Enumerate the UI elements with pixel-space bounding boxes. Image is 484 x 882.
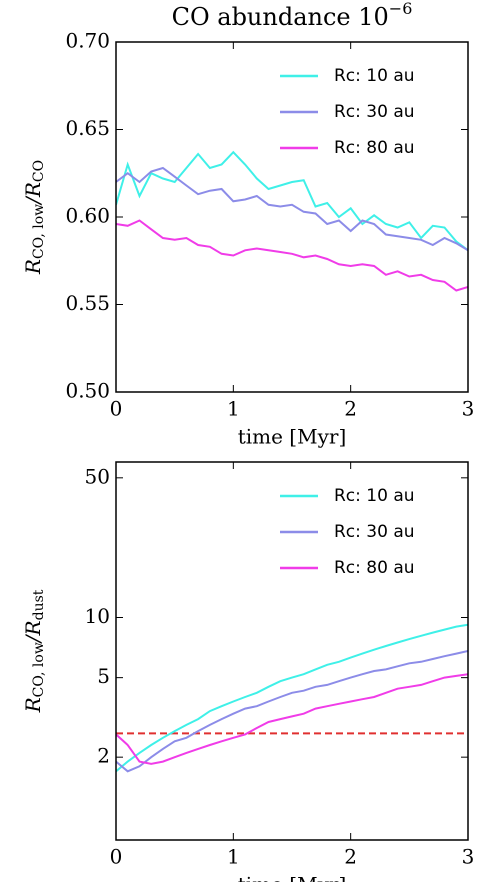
x-tick-label: 3 [462, 845, 475, 869]
series-line [116, 673, 468, 765]
y-label-part: CO, low [31, 204, 47, 259]
title-exponent: −6 [389, 0, 413, 18]
series-line [116, 623, 468, 773]
y-tick-label: 5 [97, 664, 110, 688]
x-tick-label: 2 [344, 845, 357, 869]
legend-label: Rc: 10 au [334, 486, 415, 506]
plot-frame [115, 41, 469, 393]
legend-label: Rc: 80 au [334, 138, 415, 158]
y-label-part: R [21, 259, 45, 275]
x-tick-label: 1 [227, 397, 240, 421]
series-line [116, 150, 468, 252]
legend-label: Rc: 30 au [334, 102, 415, 122]
x-axis-label: time [Myr] [238, 873, 347, 882]
x-tick-label: 2 [344, 397, 357, 421]
legend-label: Rc: 30 au [334, 522, 415, 542]
y-tick-label: 0.70 [65, 29, 110, 53]
y-label-part: R [21, 697, 45, 713]
plot-frame [115, 461, 469, 841]
series-line [116, 650, 468, 773]
legend-label: Rc: 10 au [334, 66, 415, 86]
series-line [116, 219, 468, 292]
y-label-part: CO [31, 160, 47, 182]
title-text: CO abundance 10 [172, 3, 389, 31]
y-axis-label: RCO, low/RCO [21, 160, 48, 275]
y-tick-label: 50 [85, 464, 110, 488]
y-axis-label: RCO, low/Rdust [21, 589, 48, 713]
y-label-part: /R [21, 620, 45, 644]
y-tick-label: 2 [97, 744, 110, 768]
x-axis-label: time [Myr] [238, 425, 347, 449]
y-tick-label: 0.50 [65, 379, 110, 403]
y-tick-label: 0.55 [65, 291, 110, 315]
x-tick-label: 0 [110, 845, 123, 869]
legend-label: Rc: 80 au [334, 558, 415, 578]
y-tick-label: 10 [85, 604, 110, 628]
y-label-part: dust [31, 589, 47, 620]
y-label-part: /R [21, 182, 45, 206]
x-tick-label: 0 [110, 397, 123, 421]
y-tick-label: 0.60 [65, 204, 110, 228]
x-tick-label: 3 [462, 397, 475, 421]
y-label-part: CO, low [31, 642, 47, 697]
y-tick-label: 0.65 [65, 116, 110, 140]
series-line [116, 166, 468, 252]
x-tick-label: 1 [227, 845, 240, 869]
chart-title: CO abundance 10−6 [172, 0, 413, 31]
